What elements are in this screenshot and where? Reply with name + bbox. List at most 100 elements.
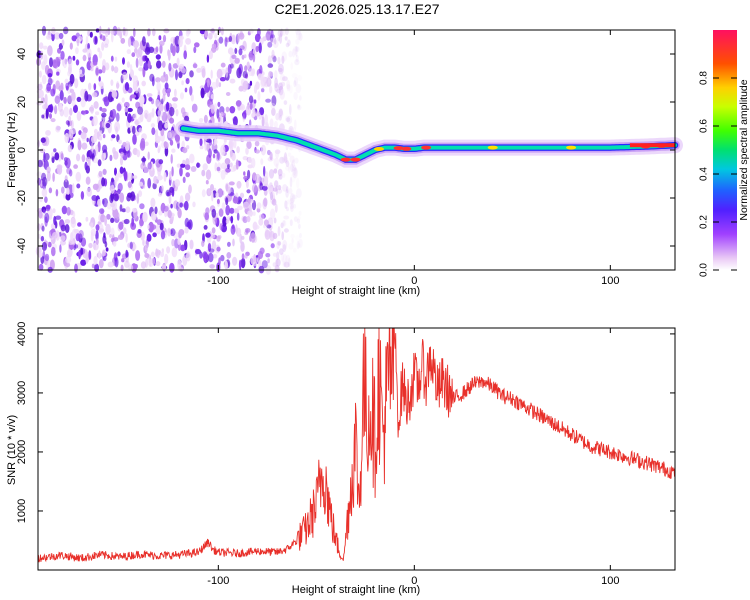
noise-speckle [273,157,280,167]
noise-speckle [144,46,151,55]
noise-speckle [178,71,183,79]
noise-speckle [222,216,227,227]
noise-speckle [102,65,106,74]
noise-speckle [275,258,281,267]
noise-speckle [41,74,47,85]
noise-speckle [292,45,298,56]
noise-speckle [172,97,178,102]
noise-speckle [91,263,95,269]
noise-speckle [199,138,203,147]
noise-speckle [147,224,150,230]
noise-speckle [136,193,140,204]
signal-peak [401,146,412,151]
noise-speckle [113,193,119,202]
noise-speckle [178,37,183,48]
noise-speckle [60,50,65,60]
noise-speckle [119,192,125,203]
noise-speckle [160,185,164,193]
noise-speckle [274,180,279,189]
noise-speckle [42,113,47,120]
noise-speckle [126,172,133,181]
signal-peak [566,145,577,150]
noise-speckle [214,33,218,39]
noise-speckle [126,49,131,55]
noise-speckle [291,166,297,172]
noise-speckle [183,203,187,208]
noise-speckle [101,41,105,51]
noise-speckle [182,147,188,154]
noise-speckle [226,252,232,259]
noise-speckle [184,115,190,122]
noise-speckle [76,96,82,102]
noise-speckle [289,104,292,115]
noise-speckle [109,233,112,238]
noise-speckle [289,197,294,206]
noise-speckle [285,160,290,168]
noise-speckle [228,35,233,43]
noise-speckle [276,89,282,94]
noise-speckle [210,103,215,114]
noise-speckle [92,183,99,190]
noise-speckle [284,200,288,210]
noise-speckle [259,182,264,191]
noise-speckle [110,79,114,86]
noise-speckle [122,141,127,147]
noise-speckle [244,65,248,72]
noise-speckle [119,166,124,174]
noise-speckle [102,168,107,175]
noise-speckle [219,77,226,82]
noise-speckle [282,260,287,268]
noise-speckle [103,255,107,262]
noise-speckle [110,237,114,243]
noise-speckle [215,78,219,88]
noise-speckle [60,82,64,90]
noise-speckle [278,115,282,121]
colorbar-tick-label: 0.0 [699,263,710,277]
noise-speckle [104,216,107,226]
noise-speckle [143,62,149,71]
noise-speckle [159,44,163,54]
noise-speckle [44,196,48,203]
noise-speckle [177,259,182,270]
noise-speckle [287,39,291,46]
noise-speckle [95,224,100,231]
noise-speckle [258,218,264,226]
noise-speckle [201,68,206,78]
noise-speckle [212,153,216,159]
noise-speckle [65,157,71,169]
noise-speckle [63,106,69,118]
noise-speckle [44,93,48,105]
noise-speckle [66,187,70,195]
noise-speckle [229,78,236,84]
noise-speckle [161,264,167,271]
noise-speckle [147,60,151,69]
noise-speckle [281,55,285,64]
noise-speckle [71,99,76,107]
noise-speckle [138,127,143,134]
noise-speckle [162,34,167,43]
noise-speckle [257,28,261,37]
noise-speckle [137,87,141,98]
noise-speckle [232,256,238,266]
noise-speckle [164,122,169,129]
noise-speckle [295,45,298,57]
noise-speckle [251,183,258,193]
noise-speckle [294,59,300,66]
noise-speckle [62,58,68,69]
noise-speckle [283,215,290,220]
noise-speckle [216,166,221,172]
noise-speckle [296,218,300,224]
noise-speckle [112,237,119,242]
noise-speckle [80,88,85,98]
noise-speckle [285,115,290,121]
noise-speckle [295,38,300,45]
noise-speckle [246,189,251,194]
noise-speckle [50,151,55,158]
noise-speckle [176,57,180,66]
noise-speckle [164,82,169,90]
noise-speckle [214,162,218,172]
snr-y-axis-title: SNR (10 * v/v) [6,415,18,485]
noise-speckle [271,198,277,206]
noise-speckle [210,94,214,100]
noise-speckle [80,247,84,255]
